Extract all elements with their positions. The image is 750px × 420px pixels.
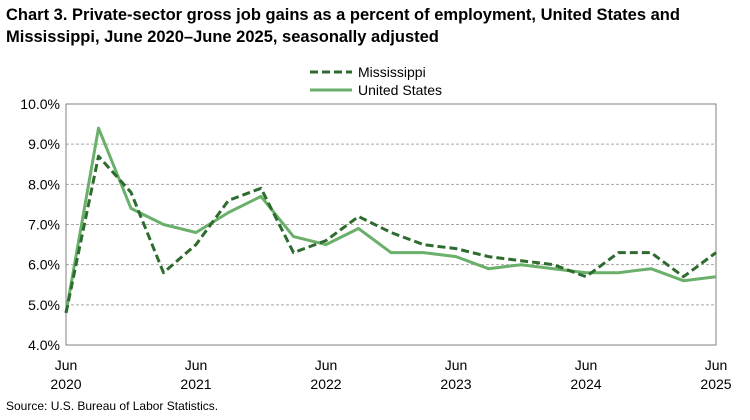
y-tick-label: 5.0% [28, 297, 60, 313]
y-tick-label: 9.0% [28, 136, 60, 152]
x-axis-tick-labels: Jun 2020 Jun 2021 Jun 2022 Jun 2023 Jun 2024 Jun 20… [50, 357, 731, 392]
x-tick-month: Jun [705, 357, 728, 373]
y-tick-label: 10.0% [20, 96, 60, 112]
y-tick-label: 8.0% [28, 176, 60, 192]
plot-area-frame [65, 103, 717, 346]
y-tick-label: 7.0% [28, 217, 60, 233]
x-tick-year: 2025 [700, 376, 731, 392]
x-tick-year: 2022 [310, 376, 341, 392]
x-tick-month: Jun [315, 357, 338, 373]
x-tick-year: 2021 [180, 376, 211, 392]
x-tick-month: Jun [185, 357, 208, 373]
x-tick-month: Jun [575, 357, 598, 373]
x-tick-month: Jun [445, 357, 468, 373]
source-note: Source: U.S. Bureau of Labor Statistics. [6, 399, 219, 413]
data-series [64, 126, 717, 314]
legend-label: Mississippi [358, 64, 426, 80]
x-tick-year: 2020 [50, 376, 81, 392]
x-tick-year: 2023 [440, 376, 471, 392]
y-tick-label: 4.0% [28, 337, 60, 353]
mississippi-series-line [64, 154, 717, 314]
x-tick-year: 2024 [570, 376, 601, 392]
grid-lines [66, 143, 716, 306]
chart-title: Chart 3. Private-sector gross job gains … [6, 6, 680, 46]
legend-label: United States [358, 82, 442, 98]
y-axis-tick-labels: 4.0% 5.0% 6.0% 7.0% 8.0% 9.0% 10.0% [20, 96, 60, 353]
united-states-series-line [64, 126, 717, 314]
y-tick-label: 6.0% [28, 257, 60, 273]
x-tick-month: Jun [55, 357, 78, 373]
legend: Mississippi United States [310, 64, 442, 98]
